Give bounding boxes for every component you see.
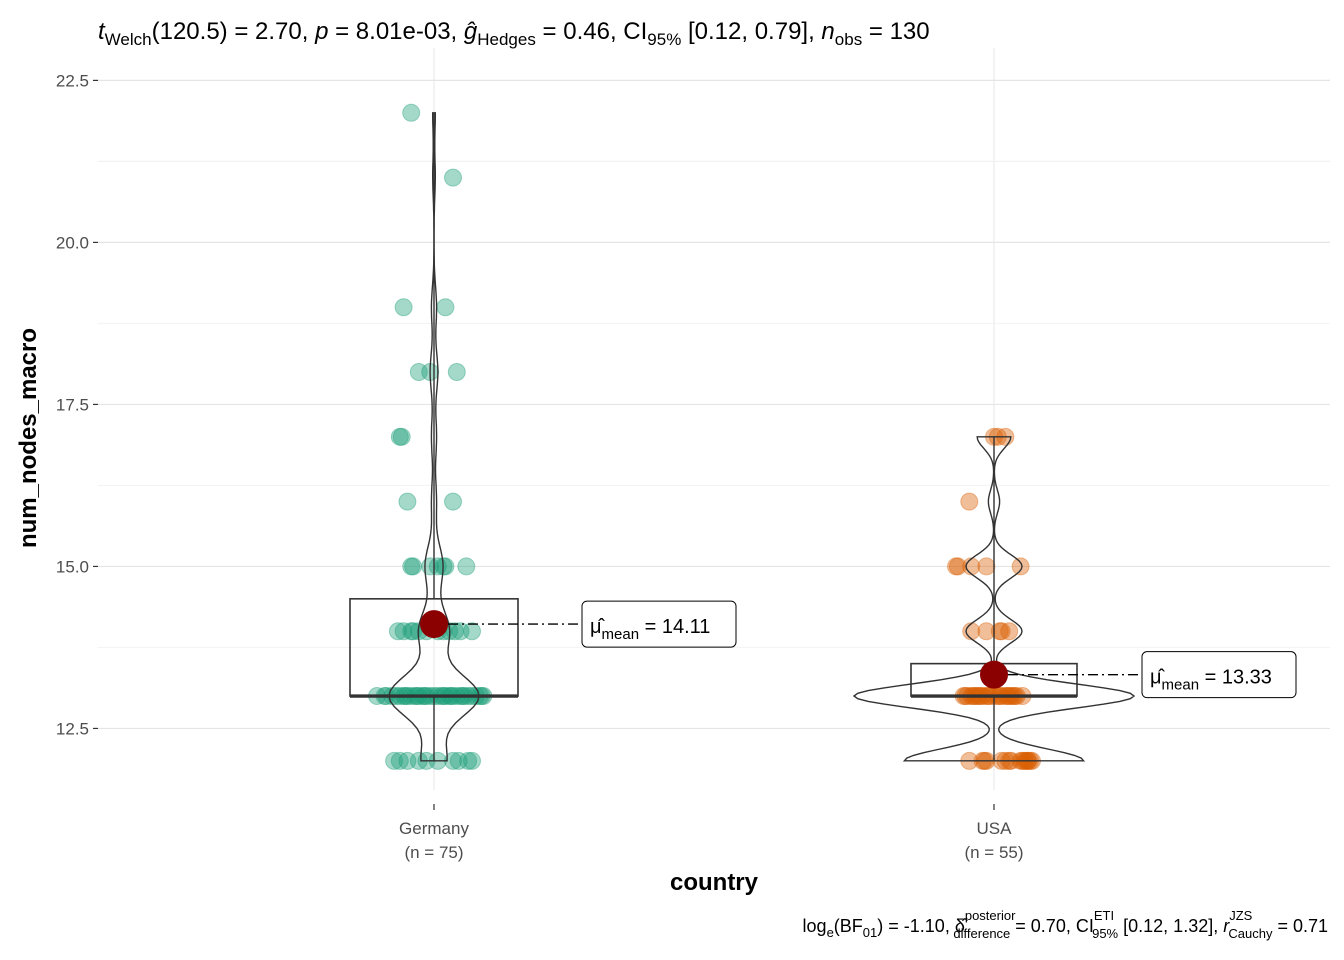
chart-caption: loge(BF01) = -1.10, δ̂posterior differenc… bbox=[803, 908, 1328, 941]
data-point bbox=[436, 298, 455, 317]
data-point bbox=[444, 492, 462, 511]
y-tick-label: 17.5 bbox=[56, 395, 89, 414]
x-axis: Germany (n = 75) USA (n = 55) bbox=[399, 804, 1024, 862]
data-point bbox=[459, 751, 478, 770]
group-usa: μ̂mean = 13.33 bbox=[852, 427, 1297, 770]
data-point bbox=[451, 622, 470, 641]
mean-point bbox=[980, 660, 1008, 689]
data-point bbox=[409, 363, 428, 382]
mean-label-box bbox=[1141, 651, 1297, 699]
data-point bbox=[402, 622, 421, 641]
data-point bbox=[962, 622, 981, 641]
data-point bbox=[463, 622, 481, 641]
data-point bbox=[449, 751, 468, 770]
x-tick-label: Germany bbox=[399, 819, 469, 838]
mean-label: μ̂mean = 13.33 bbox=[1150, 667, 1272, 694]
data-point bbox=[402, 103, 421, 122]
mean-point bbox=[420, 610, 448, 639]
data-point bbox=[404, 557, 423, 576]
data-point bbox=[962, 557, 981, 576]
data-point bbox=[392, 427, 411, 446]
data-point bbox=[390, 751, 409, 770]
data-point bbox=[457, 557, 476, 576]
data-point bbox=[992, 622, 1011, 641]
plot-groups: μ̂mean = 14.11 μ̂mean = 13.33 bbox=[349, 103, 1297, 770]
violin bbox=[388, 112, 480, 762]
y-tick-label: 22.5 bbox=[56, 71, 89, 90]
data-point bbox=[385, 751, 404, 770]
y-tick-label: 12.5 bbox=[56, 719, 89, 738]
y-axis: 12.5 15.0 17.5 20.0 22.5 bbox=[56, 71, 98, 738]
data-point bbox=[398, 492, 417, 511]
x-tick-count: (n = 55) bbox=[964, 843, 1023, 862]
group-germany: μ̂mean = 14.11 bbox=[349, 103, 737, 770]
x-axis-title: country bbox=[670, 869, 759, 896]
data-point bbox=[960, 492, 979, 511]
data-point bbox=[447, 363, 466, 382]
data-point bbox=[398, 751, 417, 770]
data-point bbox=[445, 622, 464, 641]
y-tick-label: 20.0 bbox=[56, 233, 89, 252]
x-tick-count: (n = 75) bbox=[404, 843, 463, 862]
mean-label: μ̂mean = 14.11 bbox=[590, 616, 710, 643]
data-point bbox=[1011, 557, 1030, 576]
data-point bbox=[444, 168, 462, 187]
y-tick-label: 15.0 bbox=[56, 557, 89, 576]
data-point bbox=[394, 622, 413, 641]
x-tick-label: USA bbox=[977, 819, 1013, 838]
data-point bbox=[463, 751, 481, 770]
data-point bbox=[436, 557, 455, 576]
data-point bbox=[977, 622, 996, 641]
data-point bbox=[1000, 622, 1019, 641]
y-axis-title: num_nodes_macro bbox=[15, 328, 42, 548]
mean-label-box bbox=[581, 600, 737, 648]
data-point bbox=[394, 298, 413, 317]
data-point bbox=[390, 427, 409, 446]
data-point bbox=[388, 622, 407, 641]
violin bbox=[852, 436, 1136, 762]
chart-title: tWelch(120.5) = 2.70, p = 8.01e-03, ĝHed… bbox=[98, 18, 930, 49]
data-point bbox=[404, 622, 423, 641]
data-point bbox=[990, 622, 1009, 641]
data-point bbox=[977, 557, 996, 576]
data-point bbox=[947, 557, 965, 576]
data-point bbox=[402, 557, 421, 576]
